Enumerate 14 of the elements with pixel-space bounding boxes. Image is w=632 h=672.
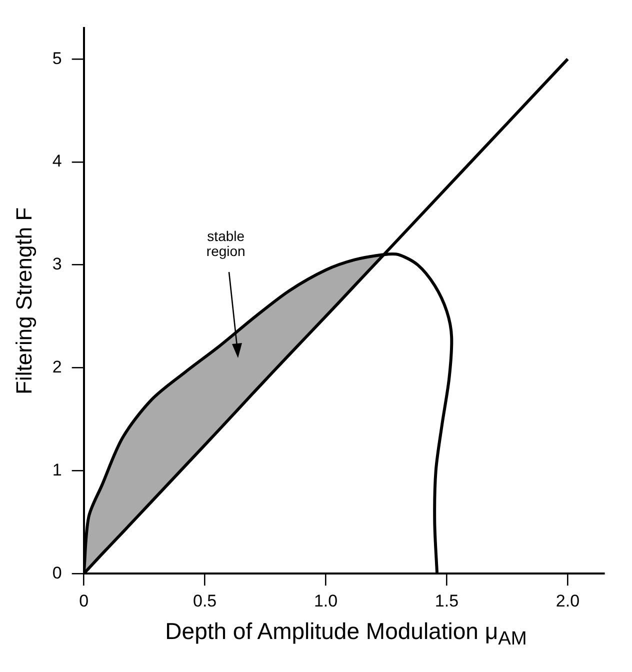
x-tick-label: 0.5 — [193, 591, 217, 610]
x-tick-label: 1.0 — [314, 591, 338, 610]
y-tick-label: 2 — [52, 357, 62, 376]
x-tick-label: 2.0 — [556, 591, 580, 610]
y-tick-label: 0 — [52, 563, 62, 582]
y-tick-label: 5 — [52, 48, 62, 68]
annotation: stable region — [206, 228, 246, 259]
x-tick-label: 1.5 — [434, 591, 459, 610]
y-tick-label: 4 — [52, 152, 62, 171]
y-axis-title: Filtering Strength F — [11, 207, 36, 394]
y-tick-label: 1 — [52, 460, 62, 480]
x-axis-title: Depth of Amplitude Modulation μ$_{AM}$ — [164, 618, 528, 651]
y-tick-label: 3 — [52, 254, 62, 274]
x-tick-label: 0 — [79, 591, 89, 610]
